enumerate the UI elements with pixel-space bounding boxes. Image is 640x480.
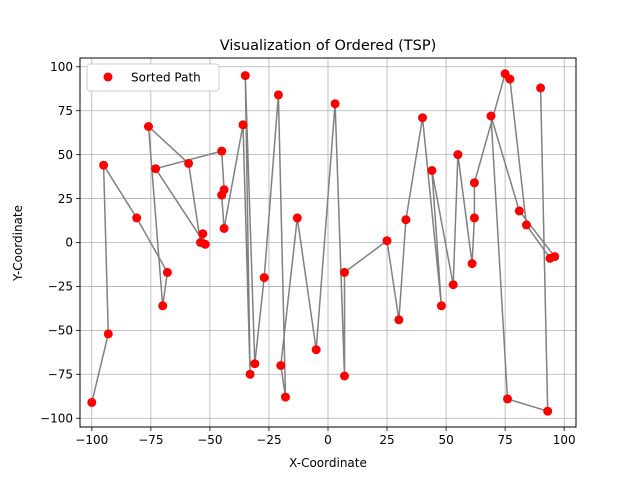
tsp-point [521, 220, 531, 230]
x-tick-label: −25 [256, 433, 281, 447]
tsp-point [259, 273, 269, 283]
x-axis-ticks: −100 −75 −50 −25 0 25 50 75 100 [75, 427, 576, 447]
tsp-point [219, 223, 229, 233]
tsp-point [453, 150, 463, 160]
y-tick-label: −100 [40, 411, 73, 425]
y-tick-label: 100 [50, 60, 73, 74]
tsp-point [469, 178, 479, 188]
tsp-point [217, 190, 227, 200]
x-tick-label: 25 [379, 433, 394, 447]
tsp-point [240, 71, 250, 81]
x-axis-label: X-Coordinate [289, 456, 367, 470]
y-tick-label: 50 [58, 148, 73, 162]
tsp-point [200, 239, 210, 249]
x-tick-label: −75 [138, 433, 163, 447]
tsp-point [448, 280, 458, 290]
x-tick-label: 75 [498, 433, 513, 447]
tsp-point [238, 120, 248, 130]
x-tick-label: −50 [197, 433, 222, 447]
tsp-point [401, 215, 411, 225]
y-tick-label: 0 [65, 236, 73, 250]
y-tick-label: −25 [48, 280, 73, 294]
tsp-point [87, 397, 97, 407]
y-tick-label: 75 [58, 104, 73, 118]
tsp-point [340, 267, 349, 277]
tsp-point [467, 259, 477, 269]
tsp-point [132, 213, 142, 223]
tsp-point [184, 158, 194, 168]
tsp-point [536, 83, 546, 93]
x-tick-label: 50 [438, 433, 453, 447]
legend-label: Sorted Path [131, 71, 201, 85]
tsp-point [469, 213, 479, 223]
tsp-point [543, 406, 553, 416]
y-tick-label: −50 [48, 324, 73, 338]
tsp-point [505, 74, 515, 84]
tsp-point [151, 164, 161, 174]
tsp-point [198, 229, 208, 239]
tsp-point [340, 371, 349, 381]
legend-box [86, 63, 220, 92]
tsp-point [436, 301, 446, 311]
tsp-point [281, 392, 290, 402]
tsp-point [158, 301, 168, 311]
tsp-point [103, 329, 113, 339]
tsp-point [250, 359, 260, 369]
tsp-point [330, 99, 340, 109]
tsp-point [292, 213, 302, 223]
tsp-point [514, 206, 524, 216]
y-tick-label: 25 [58, 192, 73, 206]
y-tick-label: −75 [48, 367, 73, 381]
tsp-point [503, 394, 512, 404]
legend: Sorted Path [86, 63, 220, 92]
chart-title: Visualization of Ordered (TSP) [220, 38, 437, 54]
tsp-point [245, 369, 255, 379]
tsp-point [144, 122, 153, 131]
tsp-point [217, 146, 227, 156]
tsp-point [418, 113, 427, 123]
legend-marker [103, 72, 113, 82]
x-tick-label: 0 [324, 433, 332, 447]
x-tick-label: −100 [75, 433, 108, 447]
tsp-point [394, 315, 404, 325]
y-axis-label: Y-Coordinate [11, 205, 25, 282]
tsp-point [311, 345, 321, 355]
tsp-points [87, 69, 560, 416]
tsp-point [382, 236, 392, 246]
tsp-point [486, 111, 496, 121]
tsp-point [273, 90, 283, 100]
tsp-point [276, 361, 286, 370]
tsp-point [427, 166, 437, 175]
tsp-point [162, 267, 172, 277]
y-axis-ticks: −100 −75 −50 −25 0 25 50 75 100 [40, 60, 80, 425]
tsp-point [99, 160, 109, 170]
tsp-point [550, 252, 560, 262]
x-tick-label: 100 [553, 433, 576, 447]
